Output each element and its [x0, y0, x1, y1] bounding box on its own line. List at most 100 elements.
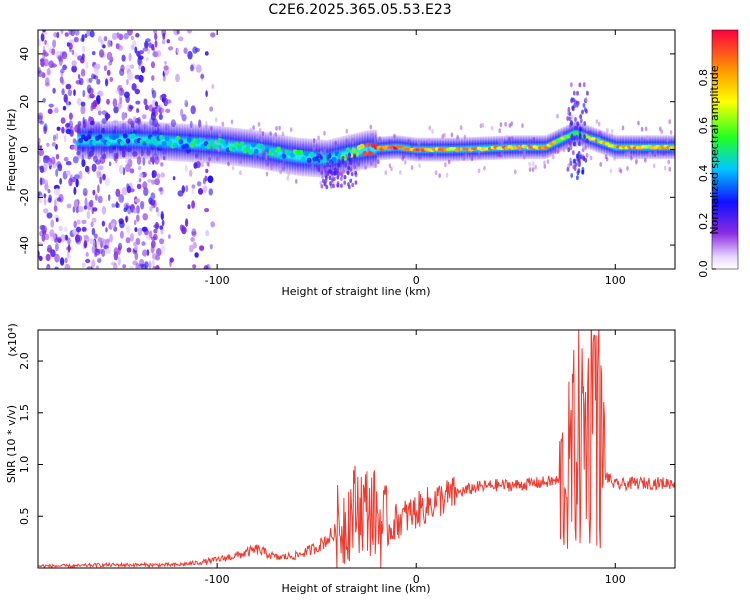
noise-blob [181, 185, 186, 194]
noise-blob [47, 108, 53, 115]
noise-blob [74, 30, 80, 36]
feature-blob [342, 169, 345, 174]
noise-blob [107, 39, 112, 48]
noise-blob [91, 163, 97, 172]
noise-blob [125, 225, 131, 234]
ridge-band [241, 128, 244, 167]
noise-blob [151, 43, 155, 51]
ridge-band [174, 123, 177, 162]
noise-blob [189, 169, 193, 177]
halo-blob [510, 136, 514, 142]
noise-blob [67, 237, 71, 246]
halo-blob [553, 148, 557, 154]
noise-blob [148, 260, 152, 269]
halo-blob [269, 131, 272, 136]
ridge-core [270, 147, 276, 153]
noise-blob [184, 164, 188, 173]
spectrogram-y-tick-label: 20 [18, 95, 31, 109]
noise-blob [122, 264, 127, 269]
noise-blob [97, 195, 103, 204]
noise-blob [95, 265, 100, 269]
noise-blob [119, 230, 124, 239]
noise-blob [191, 231, 197, 236]
noise-blob [196, 181, 202, 187]
noise-blob [100, 91, 104, 97]
feature-blob [354, 170, 357, 176]
halo-blob [498, 128, 502, 134]
feature-blob [328, 153, 332, 158]
noise-blob [159, 225, 163, 230]
noise-blob [207, 175, 214, 184]
noise-blob [97, 184, 100, 193]
noise-blob [104, 113, 111, 119]
noise-blob [47, 161, 52, 167]
colorbar-tick-label: 0.2 [697, 212, 710, 230]
halo-blob [258, 127, 262, 133]
noise-blob [150, 244, 155, 254]
ridge-band [293, 137, 296, 176]
feature-blob [354, 180, 358, 185]
burst-blob [586, 90, 589, 96]
noise-blob [166, 39, 171, 44]
noise-blob [93, 233, 98, 239]
noise-blob [134, 46, 138, 54]
noise-blob [38, 195, 43, 204]
halo-blob [609, 168, 613, 174]
noise-blob [205, 168, 209, 174]
halo-blob [654, 150, 657, 156]
noise-blob [194, 252, 199, 258]
halo-blob [667, 159, 670, 165]
ridge-band [304, 138, 308, 177]
noise-blob [71, 60, 77, 67]
burst-blob [567, 138, 571, 144]
ridge-band [171, 122, 174, 162]
burst-blob [576, 170, 580, 176]
burst-blob [570, 173, 574, 178]
halo-blob [364, 165, 368, 171]
noise-blob [161, 107, 165, 113]
noise-blob [111, 32, 118, 41]
noise-blob [86, 84, 92, 94]
burst-blob [578, 82, 582, 88]
noise-blob [95, 106, 101, 112]
burst-blob [585, 138, 589, 144]
noise-blob [64, 263, 71, 269]
noise-blob [168, 234, 171, 239]
halo-blob [320, 150, 323, 156]
noise-blob [136, 50, 141, 57]
halo-blob [565, 144, 568, 150]
noise-blob [193, 162, 198, 169]
burst-blob [581, 147, 585, 153]
feature-blob [348, 152, 351, 157]
halo-blob [510, 121, 513, 127]
noise-blob [64, 96, 68, 103]
noise-blob [92, 207, 98, 212]
ridge-band [231, 127, 234, 166]
noise-blob [115, 202, 120, 209]
halo-blob [497, 152, 500, 158]
halo-blob [214, 139, 217, 145]
halo-blob [239, 159, 242, 165]
burst-blob [581, 169, 585, 175]
ridge-band [156, 122, 159, 161]
noise-blob [202, 185, 208, 193]
halo-blob [328, 148, 332, 154]
ridge-band [277, 134, 281, 173]
noise-blob [113, 262, 118, 269]
noise-blob [144, 104, 149, 111]
noise-blob [125, 163, 131, 173]
noise-blob [180, 108, 184, 117]
halo-blob [279, 169, 282, 175]
noise-blob [55, 217, 59, 222]
feature-blob [331, 166, 335, 171]
noise-blob [109, 233, 113, 243]
noise-blob [162, 75, 166, 82]
noise-blob [58, 225, 63, 232]
noise-blob [152, 199, 157, 209]
halo-blob [431, 129, 434, 135]
noise-blob [80, 101, 86, 107]
noise-blob [92, 100, 98, 107]
ridge-band [335, 137, 338, 176]
burst-blob [579, 139, 583, 145]
noise-blob [71, 49, 75, 55]
